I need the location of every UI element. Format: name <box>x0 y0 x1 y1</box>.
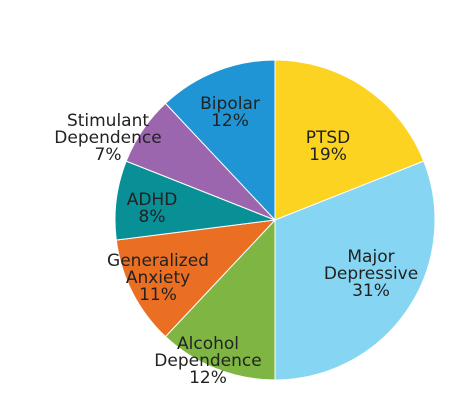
pie-label-category: ADHD <box>127 190 178 210</box>
pie-slice-bipolar <box>164 59 276 222</box>
pie-label-value: 12% <box>211 111 249 131</box>
pie-label-category: Depressive <box>324 264 418 284</box>
pie-label-value: 12% <box>189 368 227 388</box>
pie-label-value: 8% <box>139 207 166 227</box>
pie-label-category: PTSD <box>306 128 351 148</box>
pie-label-alcohol-dependence: Alcohol Dependence 12% <box>154 334 261 388</box>
pie-label-category: Alcohol <box>177 334 239 354</box>
pie-label-category: Anxiety <box>126 268 190 288</box>
pie-slice-major-depressive <box>274 160 436 381</box>
pie-labels: PTSD 19%Major Depressive 31%Alcohol Dependen… <box>54 94 418 388</box>
pie-label-category: Bipolar <box>200 94 260 114</box>
pie-label-value: 19% <box>309 145 347 165</box>
pie-label-generalized-anxiety: Generalized Anxiety 11% <box>107 251 209 305</box>
pie-label-value: 11% <box>139 285 177 305</box>
pie-label-category: Major <box>347 247 394 267</box>
pie-label-ptsd: PTSD 19% <box>306 128 351 165</box>
pie-label-stimulant-dependence: Stimulant Dependence 7% <box>54 111 161 165</box>
pie-label-category: Dependence <box>54 128 161 148</box>
pie-slice-alcohol-dependence <box>164 218 276 381</box>
pie-label-value: 31% <box>352 281 390 301</box>
pie-slice-ptsd <box>274 59 425 221</box>
pie-label-bipolar: Bipolar 12% <box>200 94 260 131</box>
pie-label-category: Generalized <box>107 251 209 271</box>
pie-label-major-depressive: Major Depressive 31% <box>324 247 418 301</box>
pie-slices <box>114 59 436 381</box>
pie-label-value: 7% <box>95 145 122 165</box>
pie-slice-generalized-anxiety <box>115 219 277 338</box>
pie-label-category: Stimulant <box>67 111 149 131</box>
pie-label-adhd: ADHD 8% <box>127 190 178 227</box>
pie-label-category: Dependence <box>154 351 261 371</box>
